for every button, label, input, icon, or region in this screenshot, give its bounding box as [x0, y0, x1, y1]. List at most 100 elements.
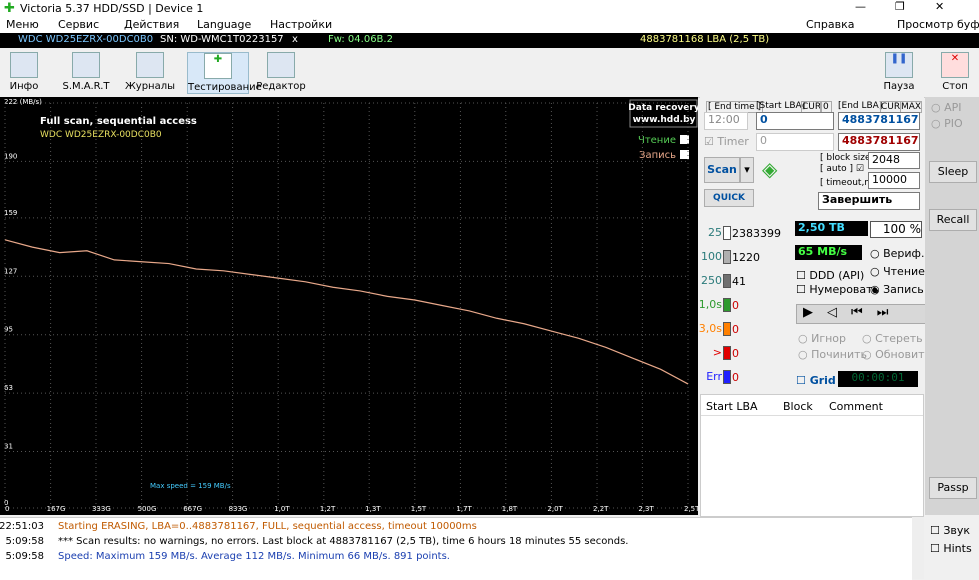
toolbar-button[interactable]: ✚ Тестирование — [187, 52, 262, 94]
toolbar-button[interactable]: Редактор — [251, 52, 311, 92]
api[interactable]: ○ API — [931, 101, 962, 114]
timeout[interactable]: 10000 — [868, 172, 920, 189]
label: Hints — [943, 542, 972, 555]
label: [ auto ] ☑ — [820, 164, 864, 174]
label: Стоп — [942, 81, 968, 92]
label: auto — [826, 164, 847, 174]
x-tick-label: 1,2T — [320, 505, 336, 513]
direction-pad[interactable]: ◈ — [762, 157, 778, 181]
recall-button[interactable]: Recall — [929, 209, 977, 231]
menu-item[interactable]: Просмотр буфера — [897, 18, 979, 31]
log-time: 5:09:58 — [5, 551, 44, 562]
stat-row: 100 1220 — [700, 250, 790, 266]
label: block size — [826, 153, 871, 163]
toolbar-button[interactable]: Журналы — [120, 52, 180, 92]
percent: 100 % — [870, 221, 922, 238]
end-lba[interactable]: 4883781167 — [838, 112, 920, 130]
repair[interactable]: ○ Игнор — [798, 332, 847, 345]
window-title: Victoria 5.37 HDD/SSD | Device 1 — [20, 2, 204, 15]
y-tick-label: 159 — [4, 209, 17, 217]
scan-button[interactable]: Scan — [704, 157, 740, 183]
y-tick-label: 190 — [4, 152, 17, 160]
log-row: 5:09:58 *** Scan results: no warnings, no… — [0, 536, 912, 551]
label: Timer — [717, 135, 749, 148]
log-time: 5:09:58 — [5, 536, 44, 547]
numbering[interactable]: ☐ Нумеровать — [796, 283, 880, 296]
badge-text: www.hdd.by — [633, 115, 696, 125]
menu-item[interactable]: Меню — [6, 18, 39, 31]
annotation: Max speed = 159 MB/s — [150, 482, 231, 490]
stat-count: 0 — [732, 299, 739, 312]
menu-item[interactable]: Справка — [806, 18, 855, 31]
stat-row: 1,0s 0 — [699, 298, 790, 314]
scan-panel: [ End time ] [Start LBA] CUR 0 [End LBA]… — [700, 97, 924, 213]
timer[interactable]: 0 — [756, 133, 834, 151]
hints[interactable]: ☐ Hints — [930, 542, 972, 555]
option[interactable]: ◉ Запись — [870, 283, 924, 296]
checkbox[interactable] — [680, 135, 689, 144]
transport-buttons[interactable]: ▶◁⏮⏭ — [796, 304, 928, 324]
log-text: Starting ERASING, LBA=0..4883781167, FUL… — [58, 521, 477, 532]
badge — [629, 99, 698, 128]
stat-label: 25 — [708, 226, 722, 239]
stat-count: 41 — [732, 275, 746, 288]
minimize[interactable]: — — [855, 0, 866, 13]
toolbar-button[interactable]: S.M.A.R.T — [56, 52, 116, 92]
menu-item[interactable]: Сервис — [58, 18, 100, 31]
repair[interactable]: ○ Починить — [798, 348, 867, 361]
label: Grid — [809, 374, 836, 387]
menu-bar: Меню Сервис Действия Language Настройки … — [0, 17, 979, 33]
passp-button[interactable]: Passp — [929, 477, 977, 499]
x-tick-label: 2,5T — [684, 505, 698, 513]
label: Звук — [943, 524, 971, 537]
checkbox[interactable] — [680, 150, 689, 159]
block-size[interactable]: 2048 — [868, 152, 920, 169]
start-lba[interactable]: 0 — [756, 112, 834, 130]
label: Игнор — [811, 332, 847, 345]
grid-toggle[interactable]: ☐ Grid — [796, 374, 836, 387]
label: Start LBA — [759, 101, 802, 111]
pio[interactable]: ○ PIO — [931, 117, 963, 130]
ddd[interactable]: ☐ DDD (API) — [796, 269, 865, 282]
stat-swatch — [723, 298, 731, 312]
log-row: 22:51:03 Starting ERASING, LBA=0..4883781… — [0, 521, 912, 536]
stat-row: >0 — [700, 346, 790, 362]
option[interactable]: ○ Вериф. — [870, 247, 925, 260]
end-lba-2[interactable]: 4883781167 — [838, 133, 920, 151]
repair[interactable]: ○ Обновить — [862, 348, 931, 361]
x-tick-label: 1,3T — [365, 505, 381, 513]
log-text: Speed: Maximum 159 MB/s. Average 112 MB/… — [58, 551, 450, 562]
scan-dropdown[interactable]: ▾ — [740, 157, 754, 183]
pause-button[interactable]: ❚❚ Пауза — [883, 52, 915, 92]
menu-item[interactable]: Настройки — [270, 18, 333, 31]
stat-count: 0 — [732, 371, 739, 384]
toolbar-button[interactable]: Инфо — [0, 52, 54, 92]
label: Пауза — [883, 81, 915, 92]
close[interactable]: ✕ — [935, 0, 945, 13]
x-tick-label: 167G — [47, 505, 66, 513]
menu-item[interactable]: Действия — [124, 18, 180, 31]
log-text: *** Scan results: no warnings, no errors… — [58, 536, 629, 547]
menu-item[interactable]: Language — [197, 18, 252, 31]
repair[interactable]: ○ Стереть — [862, 332, 923, 345]
option[interactable]: ○ Чтение — [870, 265, 925, 278]
title-bar: ✚ Victoria 5.37 HDD/SSD | Device 1 — ❐ ✕ — [0, 0, 979, 17]
scrollbar[interactable] — [912, 517, 924, 579]
column-header: Comment — [829, 400, 883, 413]
x-tick-label: 2,0T — [547, 505, 563, 513]
stop-button[interactable]: ✕ Стоп — [941, 52, 969, 92]
quick-button[interactable]: QUICK — [704, 189, 754, 207]
unit: % — [909, 222, 921, 236]
sound[interactable]: ☐ Звук — [930, 524, 971, 537]
end-time[interactable]: 12:00 — [704, 112, 748, 130]
maximize[interactable]: ❐ — [895, 0, 905, 13]
column-header: Start LBA — [706, 400, 758, 413]
y-tick-label: 0 — [4, 499, 8, 507]
sleep-button[interactable]: Sleep — [929, 161, 977, 183]
close-device[interactable]: x — [292, 34, 298, 45]
action-select[interactable]: Завершить — [818, 192, 920, 210]
label: Редактор — [256, 81, 306, 92]
label: Вериф. — [883, 247, 925, 260]
speed-line — [4, 239, 689, 385]
